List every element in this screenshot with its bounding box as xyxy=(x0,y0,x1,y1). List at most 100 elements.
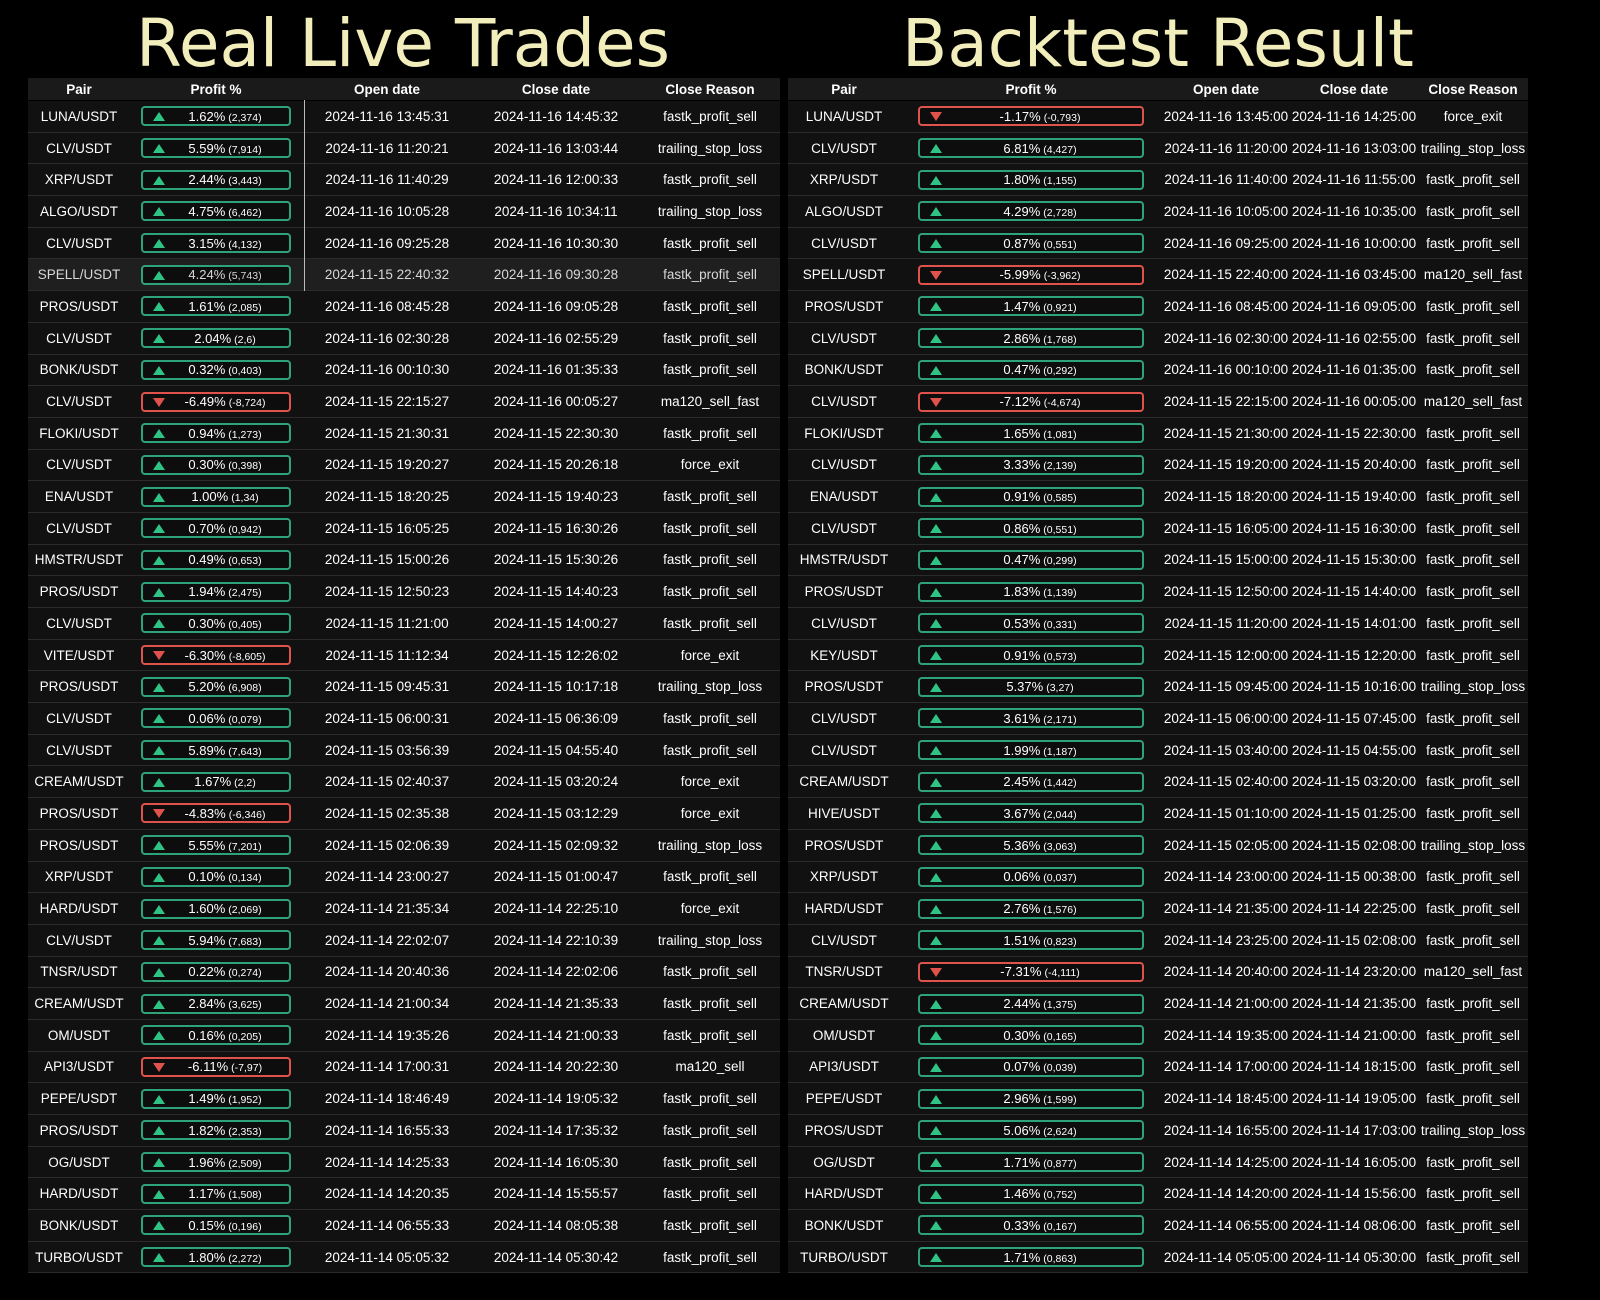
table-row[interactable]: CREAM/USDT 1.67% (2,2) 2024-11-15 02:40:37 2… xyxy=(28,766,780,799)
table-row[interactable]: CREAM/USDT 2.45% (1,442) 2024-11-15 02:40:0… xyxy=(788,766,1528,799)
table-row[interactable]: TURBO/USDT 1.80% (2,272) 2024-11-14 05:05:3… xyxy=(28,1242,780,1274)
header-profit[interactable]: Profit % xyxy=(1005,81,1057,97)
live-trades-title: Real Live Trades xyxy=(135,5,671,82)
table-row[interactable]: HARD/USDT 1.46% (0,752) 2024-11-14 14:20:00… xyxy=(788,1178,1528,1211)
profit-percent: 1.67% xyxy=(194,774,232,790)
table-row[interactable]: CLV/USDT 0.06% (0,079) 2024-11-15 06:00:31 2… xyxy=(28,703,780,735)
table-row[interactable]: CLV/USDT 2.86% (1,768) 2024-11-16 02:30:00 2… xyxy=(788,323,1528,355)
table-row[interactable]: PROS/USDT 5.06% (2,624) 2024-11-14 16:55:00… xyxy=(788,1115,1528,1147)
table-row[interactable]: KEY/USDT 0.91% (0,573) 2024-11-15 12:00:00 2… xyxy=(788,640,1528,672)
table-row[interactable]: PROS/USDT 1.82% (2,353) 2024-11-14 16:55:33… xyxy=(28,1115,780,1147)
table-row[interactable]: ALGO/USDT 4.29% (2,728) 2024-11-16 10:05:00… xyxy=(788,196,1528,228)
table-row[interactable]: CREAM/USDT 2.44% (1,375) 2024-11-14 21:00:0… xyxy=(788,988,1528,1020)
table-row[interactable]: XRP/USDT 2.44% (3,443) 2024-11-16 11:40:29 2… xyxy=(28,164,780,197)
profit-percent: 1.62% xyxy=(188,108,226,124)
header-close-reason[interactable]: Close Reason xyxy=(665,81,755,97)
close-reason-label: fastk_profit_sell xyxy=(1426,869,1520,885)
table-row[interactable]: SPELL/USDT -5.99% (-3,962) 2024-11-15 22:40… xyxy=(788,259,1528,292)
table-row[interactable]: HARD/USDT 2.76% (1,576) 2024-11-14 21:35:00… xyxy=(788,893,1528,925)
header-close-date[interactable]: Close date xyxy=(521,81,591,97)
table-row[interactable]: OM/USDT 0.30% (0,165) 2024-11-14 19:35:00 20… xyxy=(788,1020,1528,1052)
table-row[interactable]: API3/USDT 0.07% (0,039) 2024-11-14 17:00:00… xyxy=(788,1052,1528,1084)
table-row[interactable]: PROS/USDT 5.20% (6,908) 2024-11-15 09:45:31… xyxy=(28,671,780,704)
table-row[interactable]: TURBO/USDT 1.71% (0,863) 2024-11-14 05:05:0… xyxy=(788,1242,1528,1274)
table-row[interactable]: PEPE/USDT 1.49% (1,952) 2024-11-14 18:46:49… xyxy=(28,1083,780,1115)
table-row[interactable]: PROS/USDT 5.37% (3,27) 2024-11-15 09:45:00 2… xyxy=(788,671,1528,704)
table-row[interactable]: CLV/USDT 6.81% (4,427) 2024-11-16 11:20:00 2… xyxy=(788,133,1528,165)
table-row[interactable]: TNSR/USDT -7.31% (-4,111) 2024-11-14 20:40:… xyxy=(788,957,1528,989)
table-row[interactable]: PROS/USDT 1.61% (2,085) 2024-11-16 08:45:28… xyxy=(28,291,780,323)
profit-percent: 1.82% xyxy=(188,1122,226,1138)
table-row[interactable]: HMSTR/USDT 0.49% (0,653) 2024-11-15 15:00:2… xyxy=(28,545,780,577)
backtest-body: LUNA/USDT -1.17% (-0,793) 2024-11-16 13:45:… xyxy=(788,101,1528,1274)
table-row[interactable]: XRP/USDT 0.10% (0,134) 2024-11-14 23:00:27 2… xyxy=(28,862,780,894)
table-row[interactable]: CLV/USDT 0.86% (0,551) 2024-11-15 16:05:00 2… xyxy=(788,513,1528,545)
table-row[interactable]: HIVE/USDT 3.67% (2,044) 2024-11-15 01:10:00… xyxy=(788,798,1528,830)
profit-absolute: (0,551) xyxy=(1043,523,1077,536)
table-row[interactable]: CLV/USDT 1.99% (1,187) 2024-11-15 03:40:00 2… xyxy=(788,735,1528,767)
table-row[interactable]: ALGO/USDT 4.75% (6,462) 2024-11-16 10:05:28… xyxy=(28,196,780,228)
table-row[interactable]: HMSTR/USDT 0.47% (0,299) 2024-11-15 15:00:0… xyxy=(788,545,1528,577)
table-row[interactable]: CREAM/USDT 2.84% (3,625) 2024-11-14 21:00:3… xyxy=(28,988,780,1020)
table-row[interactable]: CLV/USDT 3.15% (4,132) 2024-11-16 09:25:28 2… xyxy=(28,228,780,260)
header-open-date[interactable]: Open date xyxy=(353,81,420,97)
table-row[interactable]: LUNA/USDT -1.17% (-0,793) 2024-11-16 13:45:… xyxy=(788,101,1528,133)
table-row[interactable]: PROS/USDT 1.83% (1,139) 2024-11-15 12:50:00… xyxy=(788,576,1528,608)
table-row[interactable]: FLOKI/USDT 0.94% (1,273) 2024-11-15 21:30:3… xyxy=(28,418,780,450)
table-row[interactable]: CLV/USDT -6.49% (-8,724) 2024-11-15 22:15:2… xyxy=(28,386,780,418)
header-open-date[interactable]: Open date xyxy=(1192,81,1259,97)
table-row[interactable]: BONK/USDT 0.47% (0,292) 2024-11-16 00:10:00… xyxy=(788,355,1528,387)
table-row[interactable]: CLV/USDT 5.59% (7,914) 2024-11-16 11:20:21 2… xyxy=(28,133,780,165)
table-row[interactable]: PROS/USDT 5.55% (7,201) 2024-11-15 02:06:39… xyxy=(28,830,780,862)
table-row[interactable]: CLV/USDT 0.53% (0,331) 2024-11-15 11:20:00 2… xyxy=(788,608,1528,640)
profit-absolute: (1,273) xyxy=(228,428,262,441)
table-row[interactable]: CLV/USDT 0.30% (0,405) 2024-11-15 11:21:00 2… xyxy=(28,608,780,640)
header-pair[interactable]: Pair xyxy=(66,81,92,97)
table-row[interactable]: OG/USDT 1.96% (2,509) 2024-11-14 14:25:33 20… xyxy=(28,1147,780,1179)
table-row[interactable]: OM/USDT 0.16% (0,205) 2024-11-14 19:35:26 20… xyxy=(28,1020,780,1052)
table-row[interactable]: OG/USDT 1.71% (0,877) 2024-11-14 14:25:00 20… xyxy=(788,1147,1528,1179)
header-pair[interactable]: Pair xyxy=(831,81,857,97)
table-row[interactable]: PEPE/USDT 2.96% (1,599) 2024-11-14 18:45:00… xyxy=(788,1083,1528,1115)
table-row[interactable]: ENA/USDT 1.00% (1,34) 2024-11-15 18:20:25 20… xyxy=(28,481,780,513)
table-row[interactable]: CLV/USDT -7.12% (-4,674) 2024-11-15 22:15:0… xyxy=(788,386,1528,418)
close-reason-label: force_exit xyxy=(680,805,740,821)
table-row[interactable]: XRP/USDT 1.80% (1,155) 2024-11-16 11:40:00 2… xyxy=(788,164,1528,197)
table-row[interactable]: FLOKI/USDT 1.65% (1,081) 2024-11-15 21:30:0… xyxy=(788,418,1528,450)
close-date-cell: 2024-11-16 10:35:00 xyxy=(1291,203,1417,219)
table-row[interactable]: CLV/USDT 0.70% (0,942) 2024-11-15 16:05:25 2… xyxy=(28,513,780,545)
table-row[interactable]: PROS/USDT 1.47% (0,921) 2024-11-16 08:45:00… xyxy=(788,291,1528,323)
table-row[interactable]: PROS/USDT 5.36% (3,063) 2024-11-15 02:05:00… xyxy=(788,830,1528,862)
table-row[interactable]: API3/USDT -6.11% (-7,97) 2024-11-14 17:00:3… xyxy=(28,1052,780,1084)
table-row[interactable]: PROS/USDT 1.94% (2,475) 2024-11-15 12:50:23… xyxy=(28,576,780,608)
profit-percent: 0.15% xyxy=(188,1217,226,1233)
table-row[interactable]: CLV/USDT 5.89% (7,643) 2024-11-15 03:56:39 2… xyxy=(28,735,780,767)
table-row[interactable]: CLV/USDT 3.33% (2,139) 2024-11-15 19:20:00 2… xyxy=(788,450,1528,482)
table-row[interactable]: CLV/USDT 0.30% (0,398) 2024-11-15 19:20:27 2… xyxy=(28,450,780,482)
table-row[interactable]: CLV/USDT 0.87% (0,551) 2024-11-16 09:25:00 2… xyxy=(788,228,1528,260)
table-row[interactable]: CLV/USDT 5.94% (7,683) 2024-11-14 22:02:07 2… xyxy=(28,925,780,957)
table-row[interactable]: BONK/USDT 0.15% (0,196) 2024-11-14 06:55:33… xyxy=(28,1210,780,1242)
table-row[interactable]: HARD/USDT 1.60% (2,069) 2024-11-14 21:35:34… xyxy=(28,893,780,925)
profit-badge: 1.46% (0,752) xyxy=(918,1183,1144,1204)
close-reason-cell: fastk_profit_sell xyxy=(1418,743,1528,758)
table-row[interactable]: HARD/USDT 1.17% (1,508) 2024-11-14 14:20:35… xyxy=(28,1178,780,1211)
table-row[interactable]: XRP/USDT 0.06% (0,037) 2024-11-14 23:00:00 2… xyxy=(788,862,1528,894)
pair-label: PROS/USDT xyxy=(804,837,884,853)
header-profit[interactable]: Profit % xyxy=(190,81,242,97)
table-row[interactable]: TNSR/USDT 0.22% (0,274) 2024-11-14 20:40:36… xyxy=(28,957,780,989)
header-close-reason[interactable]: Close Reason xyxy=(1428,81,1518,97)
table-row[interactable]: LUNA/USDT 1.62% (2,374) 2024-11-16 13:45:31… xyxy=(28,101,780,133)
table-row[interactable]: CLV/USDT 3.61% (2,171) 2024-11-15 06:00:00 2… xyxy=(788,703,1528,735)
table-row[interactable]: BONK/USDT 0.32% (0,403) 2024-11-16 00:10:30… xyxy=(28,355,780,387)
table-row[interactable]: PROS/USDT -4.83% (-6,346) 2024-11-15 02:35:… xyxy=(28,798,780,830)
table-row[interactable]: CLV/USDT 1.51% (0,823) 2024-11-14 23:25:00 2… xyxy=(788,925,1528,957)
table-row[interactable]: SPELL/USDT 4.24% (5,743) 2024-11-15 22:40:3… xyxy=(28,259,780,292)
table-row[interactable]: BONK/USDT 0.33% (0,167) 2024-11-14 06:55:00… xyxy=(788,1210,1528,1242)
table-row[interactable]: VITE/USDT -6.30% (-8,605) 2024-11-15 11:12:… xyxy=(28,640,780,672)
table-row[interactable]: CLV/USDT 2.04% (2,6) 2024-11-16 02:30:28 202… xyxy=(28,323,780,355)
table-row[interactable]: ENA/USDT 0.91% (0,585) 2024-11-15 18:20:00 2… xyxy=(788,481,1528,513)
pair-cell: BONK/USDT xyxy=(28,1218,130,1233)
header-close-date[interactable]: Close date xyxy=(1319,81,1389,97)
close-date-cell: 2024-11-16 13:03:44 xyxy=(493,140,619,156)
